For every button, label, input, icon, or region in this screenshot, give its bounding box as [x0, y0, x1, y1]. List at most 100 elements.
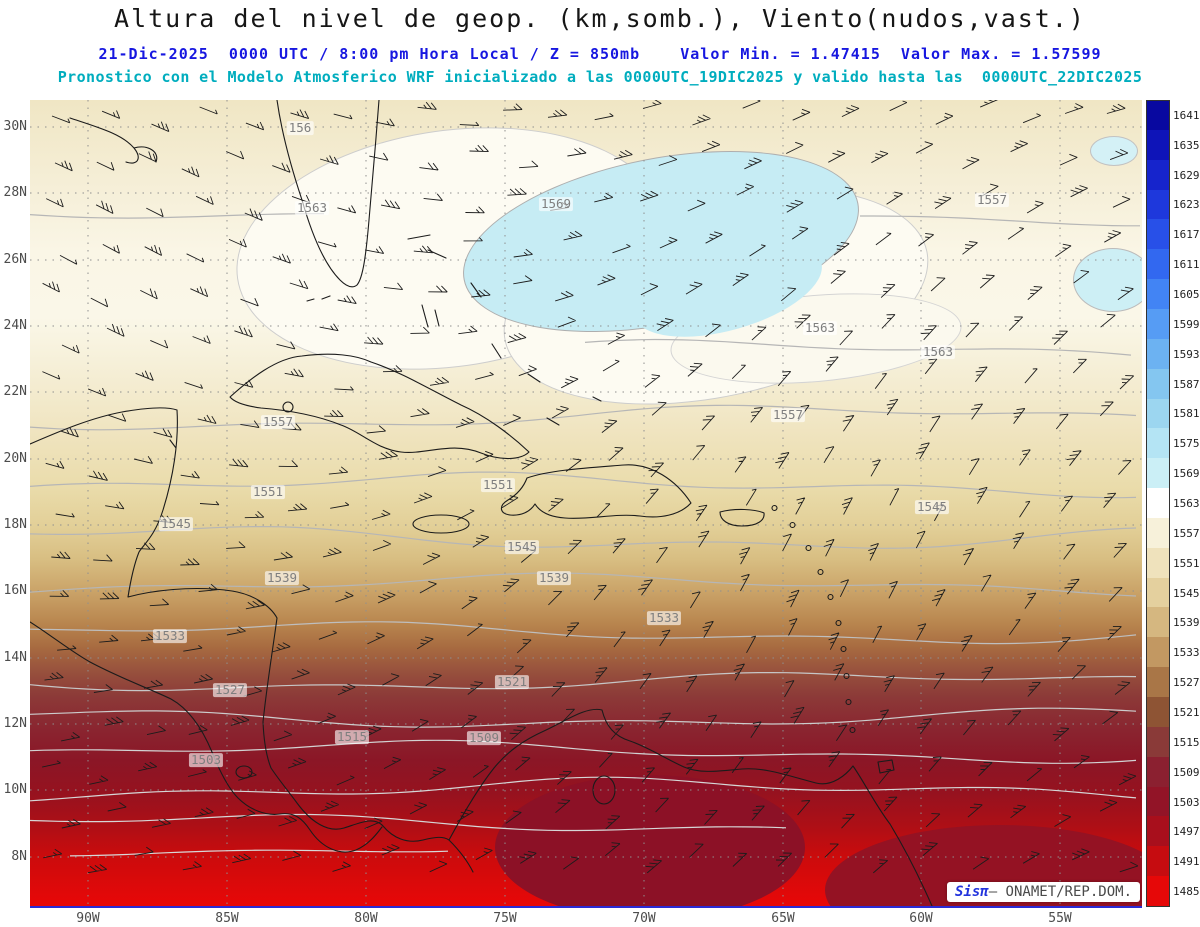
lon-tick-80W: 80W — [354, 911, 378, 926]
map-area: 156 1563 1569 1557 1563 1563 1557 1557 1551 1551 1… — [30, 100, 1142, 906]
contour-line — [30, 471, 1137, 499]
contour-label-1557: 1557 — [260, 414, 296, 430]
contour-label-1545: 1545 — [504, 539, 540, 555]
colorbar-cell-1527 — [1146, 667, 1170, 698]
colorbar-label-1503: 1503 — [1173, 795, 1200, 809]
watermark-org: — ONAMET/REP.DOM. — [988, 884, 1132, 900]
colorbar-label-1557: 1557 — [1173, 526, 1200, 540]
colorbar-cell-1623 — [1146, 189, 1170, 220]
colorbar-label-1485: 1485 — [1173, 885, 1200, 899]
colorbar-cell-1533 — [1146, 637, 1170, 668]
colorbar-cell-1617 — [1146, 219, 1170, 250]
contour-label-1569: 1569 — [538, 196, 574, 212]
lon-tick-65W: 65W — [771, 911, 795, 926]
contour-label-1551: 1551 — [480, 477, 516, 493]
lat-tick-12N: 12N — [3, 716, 27, 731]
colorbar-cell-1569 — [1146, 458, 1170, 489]
contour-line — [69, 849, 449, 857]
contour-line — [30, 776, 1137, 802]
colorbar-label-1497: 1497 — [1173, 825, 1200, 839]
contour-label-156: 156 — [286, 120, 314, 136]
colorbar-cell-1641 — [1146, 100, 1170, 131]
colorbar-cell-1557 — [1146, 517, 1170, 548]
contour-line — [30, 526, 1137, 549]
contour-line — [30, 213, 324, 219]
lon-tick-70W: 70W — [632, 911, 656, 926]
colorbar-cell-1545 — [1146, 577, 1170, 608]
colorbar-cell-1581 — [1146, 398, 1170, 429]
colorbar-legend: 1641 1635 1629 1623 1617 1611 1605 1599 1593 1587… — [1146, 100, 1200, 910]
contour-label-1563: 1563 — [802, 320, 838, 336]
colorbar-label-1491: 1491 — [1173, 855, 1200, 869]
contour-label-1557: 1557 — [974, 192, 1010, 208]
lon-tick-85W: 85W — [215, 911, 239, 926]
colorbar-cell-1515 — [1146, 726, 1170, 757]
colorbar-label-1587: 1587 — [1173, 377, 1200, 391]
colorbar-label-1623: 1623 — [1173, 198, 1200, 212]
contour-line — [30, 404, 1137, 431]
lon-tick-60W: 60W — [909, 911, 933, 926]
chart-model-line: Pronostico con el Modelo Atmosferico WRF… — [57, 68, 1143, 86]
lat-tick-16N: 16N — [3, 583, 27, 598]
wind-barbs — [42, 100, 1139, 874]
colorbar-label-1581: 1581 — [1173, 407, 1200, 421]
colorbar-label-1611: 1611 — [1173, 258, 1200, 272]
lon-tick-90W: 90W — [76, 911, 100, 926]
lat-tick-10N: 10N — [3, 782, 27, 797]
contour-label-1563: 1563 — [294, 200, 330, 216]
colorbar-label-1593: 1593 — [1173, 347, 1200, 361]
grid-lines — [30, 100, 1142, 906]
colorbar-label-1569: 1569 — [1173, 467, 1200, 481]
colorbar-cell-1611 — [1146, 249, 1170, 280]
colorbar-cell-1587 — [1146, 368, 1170, 399]
colorbar-cell-1635 — [1146, 129, 1170, 160]
contour-line — [30, 707, 1137, 728]
lat-tick-28N: 28N — [3, 185, 27, 200]
colorbar-label-1617: 1617 — [1173, 228, 1200, 242]
colorbar-cell-1503 — [1146, 786, 1170, 817]
lat-tick-26N: 26N — [3, 252, 27, 267]
colorbar-label-1575: 1575 — [1173, 437, 1200, 451]
colorbar-label-1515: 1515 — [1173, 735, 1200, 749]
colorbar-label-1635: 1635 — [1173, 138, 1200, 152]
colorbar-cell-1509 — [1146, 756, 1170, 787]
colorbar-cell-1521 — [1146, 697, 1170, 727]
cyan-top-right-region — [1090, 136, 1138, 166]
colorbar-cell-1575 — [1146, 428, 1170, 459]
contour-label-1533: 1533 — [646, 610, 682, 626]
colorbar-cell-1563 — [1146, 488, 1170, 518]
contour-line — [30, 813, 787, 832]
colorbar-cell-1599 — [1146, 308, 1170, 339]
contour-label-1551: 1551 — [250, 484, 286, 500]
contour-labels-layer: 156 1563 1569 1557 1563 1563 1557 1557 1551 1551 1… — [30, 100, 1142, 906]
lat-tick-24N: 24N — [3, 318, 27, 333]
colorbar-cell-1551 — [1146, 547, 1170, 578]
colorbar-label-1521: 1521 — [1173, 705, 1200, 719]
colorbar-label-1629: 1629 — [1173, 168, 1200, 182]
cyan-right-edge-region — [1073, 248, 1142, 312]
lon-tick-55W: 55W — [1048, 911, 1072, 926]
colorbar-label-1539: 1539 — [1173, 616, 1200, 630]
watermark-brand: Sisπ — [954, 884, 989, 900]
contour-line — [30, 739, 1137, 764]
lat-tick-20N: 20N — [3, 451, 27, 466]
lat-tick-14N: 14N — [3, 650, 27, 665]
contour-line — [584, 338, 1132, 356]
lat-tick-30N: 30N — [3, 119, 27, 134]
colorbar-cell-1497 — [1146, 816, 1170, 847]
x-axis-line — [30, 906, 1142, 908]
lat-tick-8N: 8N — [11, 849, 27, 864]
contour-label-1545: 1545 — [158, 516, 194, 532]
contour-label-1515: 1515 — [334, 729, 370, 745]
contour-label-1509: 1509 — [466, 730, 502, 746]
contour-label-1533: 1533 — [152, 628, 188, 644]
contour-label-1557: 1557 — [770, 407, 806, 423]
dark-1503-region-center — [495, 775, 805, 906]
colorbar-cell-1605 — [1146, 279, 1170, 309]
colorbar-cell-1629 — [1146, 159, 1170, 190]
lat-tick-22N: 22N — [3, 384, 27, 399]
colorbar-label-1545: 1545 — [1173, 586, 1200, 600]
colorbar-label-1563: 1563 — [1173, 497, 1200, 510]
lon-tick-75W: 75W — [493, 911, 517, 926]
